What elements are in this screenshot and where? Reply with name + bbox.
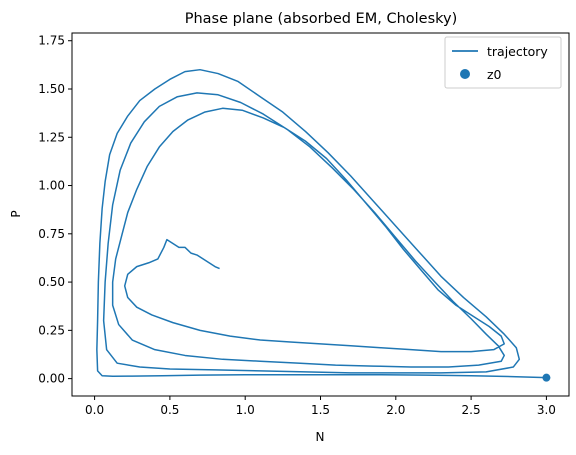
- y-tick-label: 1.00: [38, 179, 65, 193]
- x-tick-label: 2.5: [462, 403, 481, 417]
- x-axis: 0.0 0.5 1.0 1.5 2.0 2.5 3.0: [85, 396, 556, 417]
- y-axis: 0.00 0.25 0.50 0.75 1.00 1.25 1.50 1.75: [38, 34, 72, 386]
- x-tick-label: 0.5: [160, 403, 179, 417]
- z0-point: [542, 373, 551, 382]
- y-tick-label: 0.00: [38, 372, 65, 386]
- x-axis-label: N: [316, 430, 325, 444]
- x-tick-label: 1.5: [311, 403, 330, 417]
- x-tick-label: 2.0: [386, 403, 405, 417]
- legend-dot-swatch: [460, 69, 470, 79]
- y-tick-label: 0.25: [38, 323, 65, 337]
- y-tick-label: 1.25: [38, 130, 65, 144]
- legend-entry-trajectory: trajectory: [487, 44, 548, 59]
- legend: trajectory z0: [444, 36, 562, 89]
- y-axis-label: P: [9, 210, 23, 217]
- y-tick-label: 1.75: [38, 34, 65, 48]
- legend-entry-z0: z0: [487, 67, 502, 82]
- trajectory-line: [96, 68, 547, 379]
- chart-title: Phase plane (absorbed EM, Cholesky): [185, 11, 458, 27]
- x-tick-label: 3.0: [537, 403, 556, 417]
- y-tick-label: 0.50: [38, 275, 65, 289]
- legend-box: [444, 36, 562, 89]
- x-tick-label: 1.0: [236, 403, 255, 417]
- y-tick-label: 0.75: [38, 227, 65, 241]
- x-tick-label: 0.0: [85, 403, 104, 417]
- y-tick-label: 1.50: [38, 82, 65, 96]
